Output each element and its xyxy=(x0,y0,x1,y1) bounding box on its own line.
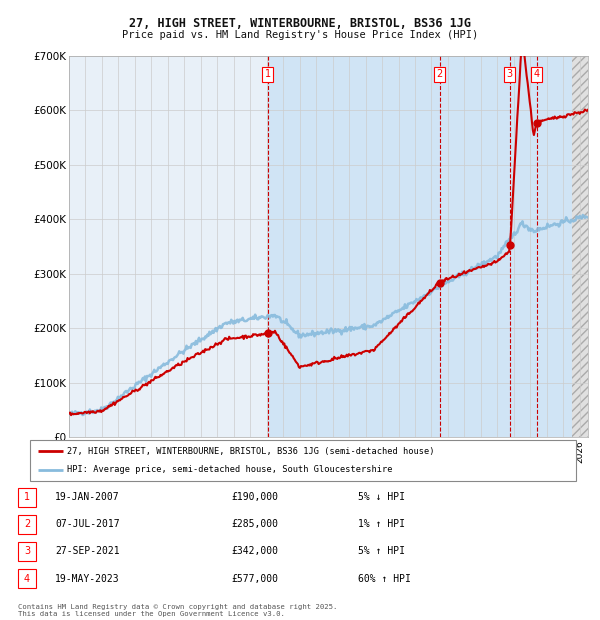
Text: 3: 3 xyxy=(506,69,513,79)
Text: 1: 1 xyxy=(24,492,30,502)
Bar xyxy=(572,56,588,437)
Text: 4: 4 xyxy=(24,574,30,583)
Text: £190,000: £190,000 xyxy=(231,492,278,502)
Text: 27-SEP-2021: 27-SEP-2021 xyxy=(55,546,120,556)
Text: 07-JUL-2017: 07-JUL-2017 xyxy=(55,520,120,529)
Text: £285,000: £285,000 xyxy=(231,520,278,529)
Text: Price paid vs. HM Land Registry's House Price Index (HPI): Price paid vs. HM Land Registry's House … xyxy=(122,30,478,40)
Text: 4: 4 xyxy=(533,69,539,79)
Text: £577,000: £577,000 xyxy=(231,574,278,583)
Text: Contains HM Land Registry data © Crown copyright and database right 2025.
This d: Contains HM Land Registry data © Crown c… xyxy=(18,604,337,617)
Text: 3: 3 xyxy=(24,546,30,556)
Text: 27, HIGH STREET, WINTERBOURNE, BRISTOL, BS36 1JG (semi-detached house): 27, HIGH STREET, WINTERBOURNE, BRISTOL, … xyxy=(67,446,434,456)
FancyBboxPatch shape xyxy=(18,515,36,534)
FancyBboxPatch shape xyxy=(18,569,36,588)
Text: 19-JAN-2007: 19-JAN-2007 xyxy=(55,492,120,502)
Bar xyxy=(268,56,572,437)
FancyBboxPatch shape xyxy=(18,488,36,507)
Text: £342,000: £342,000 xyxy=(231,546,278,556)
Text: HPI: Average price, semi-detached house, South Gloucestershire: HPI: Average price, semi-detached house,… xyxy=(67,465,392,474)
Text: 5% ↓ HPI: 5% ↓ HPI xyxy=(358,492,404,502)
Text: 27, HIGH STREET, WINTERBOURNE, BRISTOL, BS36 1JG: 27, HIGH STREET, WINTERBOURNE, BRISTOL, … xyxy=(129,17,471,30)
Text: 2: 2 xyxy=(437,69,443,79)
FancyBboxPatch shape xyxy=(30,440,576,480)
FancyBboxPatch shape xyxy=(18,542,36,561)
Text: 19-MAY-2023: 19-MAY-2023 xyxy=(55,574,120,583)
Text: 2: 2 xyxy=(24,520,30,529)
Text: 5% ↑ HPI: 5% ↑ HPI xyxy=(358,546,404,556)
Text: 1% ↑ HPI: 1% ↑ HPI xyxy=(358,520,404,529)
Text: 1: 1 xyxy=(265,69,271,79)
Text: 60% ↑ HPI: 60% ↑ HPI xyxy=(358,574,410,583)
